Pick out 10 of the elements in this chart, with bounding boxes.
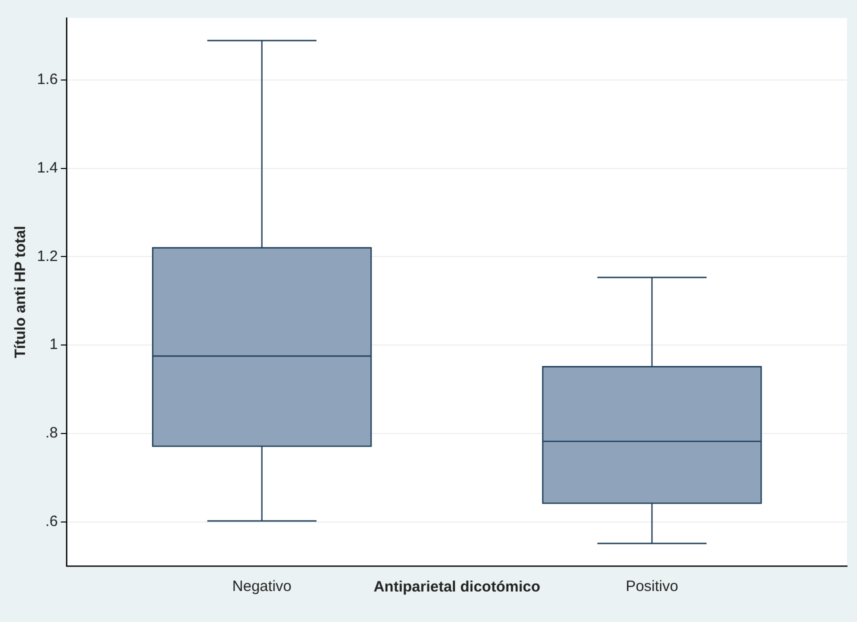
x-tick-label: Negativo — [232, 578, 292, 596]
y-tick-label: .6 — [45, 512, 58, 530]
y-axis-title: Título anti HP total — [12, 226, 30, 358]
y-tick-label: 1.4 — [36, 159, 58, 176]
x-axis-title: Antiparietal dicotómico — [374, 578, 540, 596]
x-tick-label: Positivo — [626, 578, 678, 596]
y-tick-label: 1.2 — [36, 248, 58, 265]
y-tick-label: 1.6 — [36, 71, 58, 88]
y-tick-label: .8 — [45, 424, 58, 442]
y-tick-label: 1 — [50, 336, 58, 354]
